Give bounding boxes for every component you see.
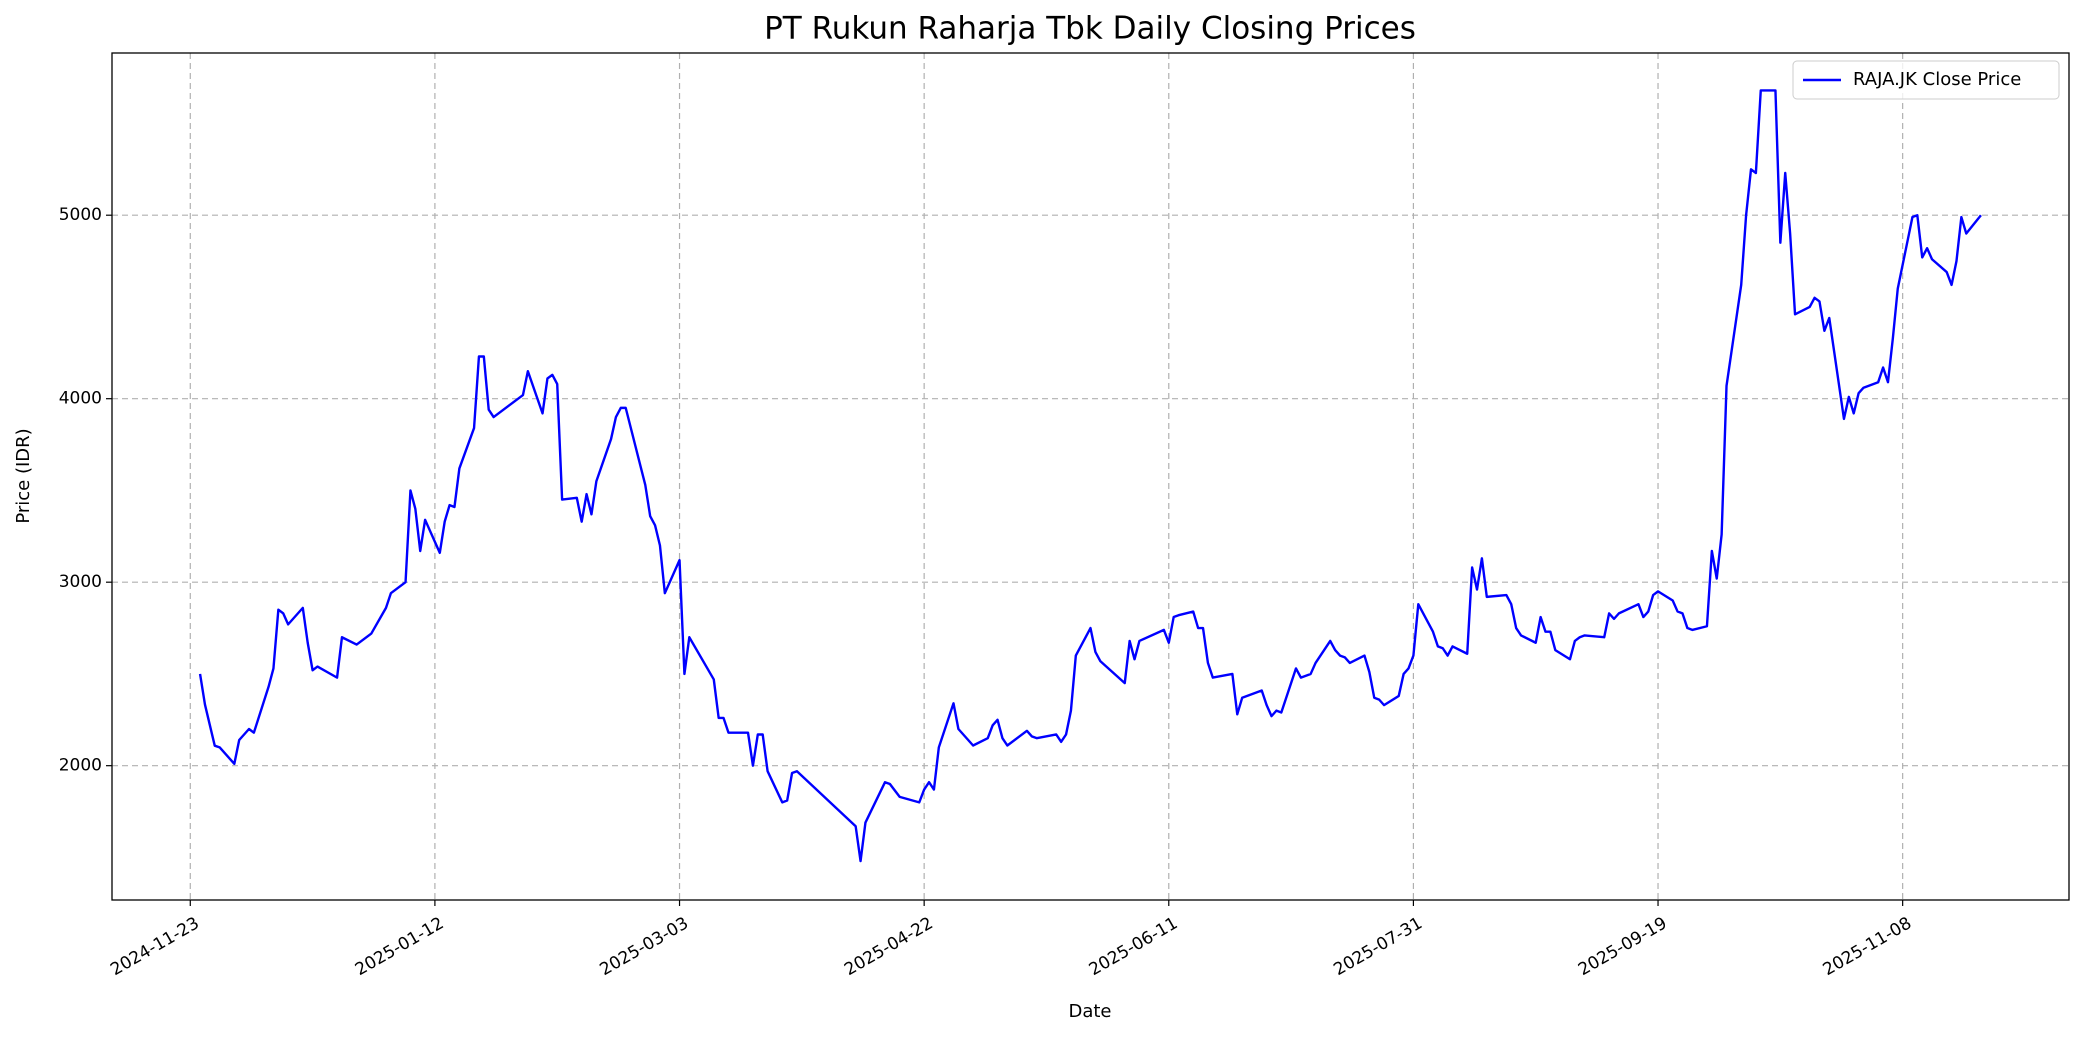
- plot-frame: [111, 52, 2070, 901]
- x-axis-label: Date: [1068, 1001, 1111, 1022]
- legend-label: RAJA.JK Close Price: [1853, 69, 2021, 90]
- y-tick-label: 5000: [59, 205, 102, 225]
- y-axis-label: Price (IDR): [13, 428, 34, 523]
- legend-box: [1792, 60, 2060, 100]
- price-line: [198, 89, 1982, 863]
- y-tick-label: 3000: [59, 572, 102, 592]
- y-tick-label: 4000: [59, 389, 102, 409]
- chart-title: PT Rukun Raharja Tbk Daily Closing Price…: [764, 11, 1416, 47]
- y-tick-label: 2000: [59, 756, 102, 776]
